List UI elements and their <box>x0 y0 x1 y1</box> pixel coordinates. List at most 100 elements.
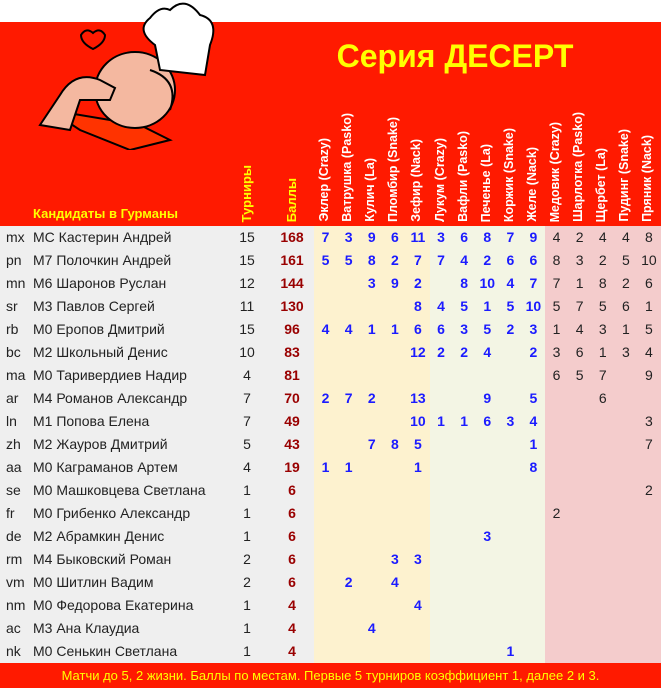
tournaments-count: 1 <box>243 482 251 498</box>
tournaments-count: 5 <box>243 436 251 452</box>
candidates-label: Кандидаты в Гурманы <box>33 206 178 221</box>
result: 1 <box>575 275 584 291</box>
result: 4 <box>483 344 492 360</box>
result: 8 <box>390 436 399 452</box>
result: 5 <box>529 390 538 406</box>
tournament-header: Коржик (Snake) <box>501 127 516 222</box>
tournament-header: Медовик (Crazy) <box>548 121 562 222</box>
result: 10 <box>410 413 426 429</box>
result: 4 <box>390 574 399 590</box>
result: 7 <box>529 275 538 291</box>
result: 8 <box>529 459 538 475</box>
result: 5 <box>321 252 330 268</box>
tournament-header: Пломбир (Snake) <box>386 117 401 222</box>
code: ar <box>6 390 19 406</box>
result: 7 <box>437 252 445 268</box>
result: 4 <box>414 597 422 613</box>
name: M0 Каграманов Артем <box>33 459 178 475</box>
result: 9 <box>390 275 399 291</box>
group-bg <box>314 226 430 663</box>
result: 7 <box>645 436 653 452</box>
name: M2 Школьный Денис <box>33 344 168 360</box>
points: 49 <box>284 413 300 429</box>
result: 4 <box>621 229 630 245</box>
name: M0 Еропов Дмитрий <box>33 321 165 337</box>
code: se <box>6 482 21 498</box>
points: 144 <box>280 275 304 291</box>
tournament-header: Печенье (La) <box>478 143 493 222</box>
result: 3 <box>437 229 445 245</box>
result: 3 <box>506 413 515 429</box>
result: 7 <box>344 390 353 406</box>
points: 6 <box>288 505 296 521</box>
footer: Матчи до 5, 2 жизни. Баллы по местам. Пе… <box>0 663 661 688</box>
points: 161 <box>280 252 304 268</box>
name: M4 Романов Александр <box>33 390 188 406</box>
result: 5 <box>414 436 422 452</box>
code: de <box>6 528 22 544</box>
points: 168 <box>280 229 304 245</box>
result: 3 <box>529 321 538 337</box>
code: mx <box>6 229 25 245</box>
tournaments-count: 7 <box>243 413 251 429</box>
result: 3 <box>367 275 376 291</box>
points: 6 <box>288 551 296 567</box>
col-header: Баллы <box>284 177 299 222</box>
result: 9 <box>645 367 653 383</box>
name: M7 Полочкин Андрей <box>33 252 172 268</box>
result: 13 <box>410 390 426 406</box>
code: bc <box>6 344 21 360</box>
result: 6 <box>483 413 492 429</box>
name: M0 Шитлин Вадим <box>33 574 154 590</box>
result: 1 <box>390 321 399 337</box>
tournaments-count: 2 <box>243 574 251 590</box>
tournaments-count: 15 <box>239 252 255 268</box>
result: 1 <box>437 413 445 429</box>
name: M3 Павлов Сергей <box>33 298 155 314</box>
result: 1 <box>367 321 376 337</box>
code: nk <box>6 643 21 659</box>
result: 6 <box>621 298 630 314</box>
points: 6 <box>288 482 296 498</box>
result: 8 <box>367 252 376 268</box>
name: M1 Попова Елена <box>33 413 150 429</box>
result: 1 <box>483 298 492 314</box>
result: 2 <box>552 505 561 521</box>
result: 5 <box>621 252 630 268</box>
result: 3 <box>344 229 353 245</box>
result: 6 <box>598 390 607 406</box>
result: 2 <box>367 390 376 406</box>
result: 7 <box>367 436 376 452</box>
result: 1 <box>460 413 469 429</box>
tournament-header: Пудинг (Snake) <box>617 129 632 222</box>
result: 12 <box>410 344 426 360</box>
tournaments-count: 1 <box>243 505 251 521</box>
result: 1 <box>598 344 607 360</box>
result: 4 <box>460 252 469 268</box>
result: 2 <box>344 574 353 590</box>
result: 7 <box>321 229 330 245</box>
title: Серия ДЕСЕРТ <box>336 38 574 74</box>
points: 70 <box>284 390 300 406</box>
result: 4 <box>598 229 607 245</box>
points: 81 <box>284 367 300 383</box>
tournaments-count: 1 <box>243 597 251 613</box>
result: 5 <box>598 298 607 314</box>
result: 6 <box>575 344 584 360</box>
result: 7 <box>552 275 561 291</box>
result: 3 <box>621 344 630 360</box>
tournaments-count: 12 <box>239 275 255 291</box>
name: M6 Шаронов Руслан <box>33 275 167 291</box>
result: 2 <box>575 229 584 245</box>
points: 6 <box>288 574 296 590</box>
result: 5 <box>575 367 584 383</box>
result: 9 <box>367 229 376 245</box>
name: M0 Федорова Екатерина <box>33 597 194 613</box>
group-bg <box>429 226 545 663</box>
result: 4 <box>344 321 353 337</box>
code: rb <box>6 321 19 337</box>
result: 2 <box>437 344 445 360</box>
tournament-header: Шарлотка (Pasko) <box>571 112 586 222</box>
result: 2 <box>483 252 492 268</box>
name: M0 Сенькин Светлана <box>33 643 178 659</box>
